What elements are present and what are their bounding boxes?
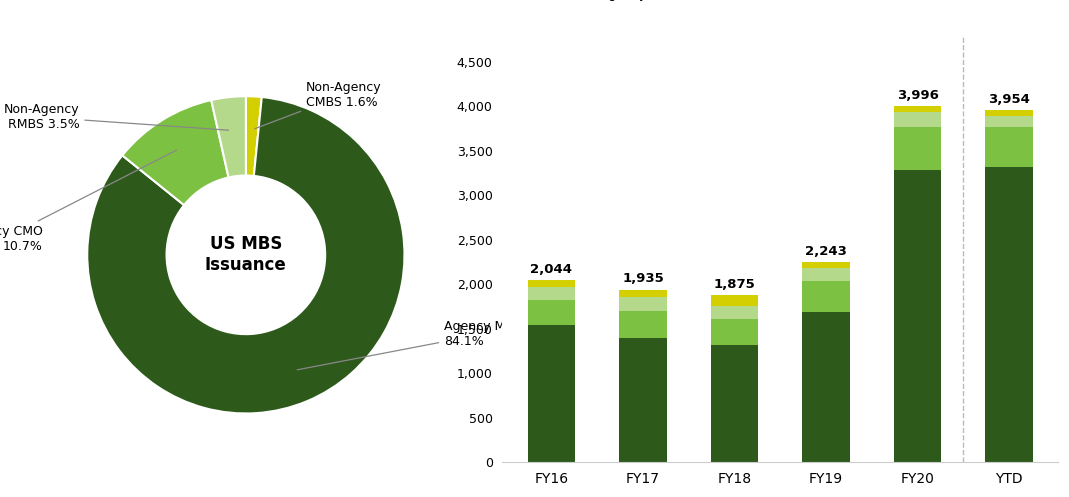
Text: 1,935: 1,935 <box>622 272 664 285</box>
Bar <box>619 337 667 462</box>
Wedge shape <box>88 97 404 414</box>
Bar <box>619 290 667 298</box>
Bar <box>528 280 575 287</box>
Bar <box>986 166 1033 462</box>
Bar <box>894 170 942 462</box>
Bar <box>619 298 667 311</box>
Bar <box>803 281 850 312</box>
Bar <box>986 127 1033 166</box>
Bar <box>711 306 758 319</box>
Bar <box>711 319 758 345</box>
Text: 2,044: 2,044 <box>530 263 573 276</box>
Bar <box>711 345 758 462</box>
Legend: Agency MBS, Agency CMO, Non-Agency RMBS, Non-Agency CMBS: Agency MBS, Agency CMO, Non-Agency RMBS,… <box>570 0 991 6</box>
Text: Agency CMO
10.7%: Agency CMO 10.7% <box>0 150 176 253</box>
Bar <box>528 300 575 325</box>
Bar <box>986 110 1033 116</box>
Text: Non-Agency
RMBS 3.5%: Non-Agency RMBS 3.5% <box>3 103 229 131</box>
Text: 2,243: 2,243 <box>805 245 847 258</box>
Bar <box>803 268 850 281</box>
Text: 3,996: 3,996 <box>897 89 939 102</box>
Wedge shape <box>212 96 246 177</box>
Bar <box>894 106 942 112</box>
Text: 1,875: 1,875 <box>714 278 756 291</box>
Wedge shape <box>122 100 229 205</box>
Bar <box>619 311 667 337</box>
Bar <box>986 116 1033 127</box>
Bar <box>803 262 850 268</box>
Text: US MBS
Issuance: US MBS Issuance <box>205 236 286 274</box>
Bar <box>803 312 850 462</box>
Bar <box>894 127 942 170</box>
Text: 3,954: 3,954 <box>989 92 1031 106</box>
Bar <box>894 112 942 127</box>
Text: Agency MBS
84.1%: Agency MBS 84.1% <box>297 320 522 370</box>
Bar <box>528 287 575 300</box>
Wedge shape <box>246 96 262 176</box>
Bar <box>528 325 575 462</box>
Text: Non-Agency
CMBS 1.6%: Non-Agency CMBS 1.6% <box>254 81 382 129</box>
Bar <box>711 295 758 306</box>
